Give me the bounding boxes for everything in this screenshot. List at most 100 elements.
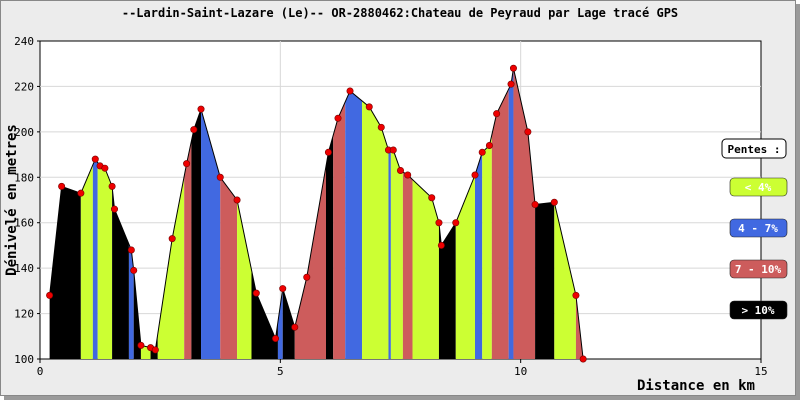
y-tick-label: 140	[14, 262, 34, 275]
gps-point	[303, 273, 311, 281]
slope-segment-gt10	[112, 186, 129, 359]
slope-segment-gt10	[191, 109, 202, 360]
slope-segment-gt10	[325, 135, 334, 359]
gps-point	[428, 194, 436, 202]
gps-point	[377, 123, 385, 131]
slope-segment-4to7	[277, 288, 283, 359]
slope-segment-gt10	[282, 288, 295, 359]
x-axis-label: Distance en km	[637, 378, 755, 394]
y-axis-label: Dénivelé en metres	[4, 124, 20, 276]
gps-point	[279, 285, 287, 293]
slope-segment-gt10	[535, 202, 555, 359]
gps-point	[365, 103, 373, 111]
slope-segment-4to7	[475, 152, 483, 359]
gps-point	[435, 219, 443, 227]
chart-title: --Lardin-Saint-Lazare (Le)-- OR-2880462:…	[122, 6, 678, 20]
legend-swatch	[729, 300, 788, 320]
legend-item-7to10: 7 - 10%	[729, 259, 788, 279]
gps-point	[137, 341, 145, 349]
gps-point	[252, 289, 260, 297]
y-tick-label: 220	[14, 80, 34, 93]
legend-item-4to7: 4 - 7%	[729, 218, 788, 238]
x-tick-label: 15	[754, 365, 767, 378]
gps-point	[485, 141, 493, 149]
gps-point	[127, 246, 135, 254]
slope-segment-gt10	[49, 186, 81, 359]
gps-point	[77, 189, 85, 197]
elevation-profile	[49, 68, 584, 360]
gps-points	[46, 64, 587, 363]
gps-point	[272, 335, 280, 343]
slope-segment-lt4	[97, 162, 113, 359]
slope-segment-lt4	[80, 164, 93, 359]
slope-segments	[49, 68, 584, 360]
slope-segment-7to10	[491, 89, 509, 359]
slope-segment-7to10	[513, 68, 536, 359]
slope-segment-7to10	[184, 140, 192, 359]
slope-segment-7to10	[333, 101, 346, 360]
gps-point	[437, 241, 445, 249]
legend-title: Pentes :	[728, 143, 781, 156]
gps-point	[233, 196, 241, 204]
y-tick-label: 180	[14, 171, 34, 184]
slope-segment-lt4	[412, 179, 439, 359]
slope-segment-lt4	[482, 134, 492, 359]
gps-point	[324, 148, 332, 156]
legend-swatch	[729, 259, 788, 279]
x-tick-label: 10	[514, 365, 527, 378]
gps-point	[151, 346, 159, 354]
gps-point	[471, 171, 479, 179]
slope-segment-lt4	[157, 176, 185, 359]
gps-point	[216, 173, 224, 181]
y-tick-label: 100	[14, 353, 34, 366]
gps-point	[108, 182, 116, 190]
gps-point	[130, 266, 138, 274]
gps-point	[291, 323, 299, 331]
x-tick-labels: 0 5 10 15	[37, 359, 768, 378]
gps-point	[346, 87, 354, 95]
legend-label: 4 - 7%	[738, 222, 778, 235]
legend-label: > 10%	[741, 304, 774, 317]
gps-point	[197, 105, 205, 113]
legend-swatch	[729, 177, 788, 197]
slope-segment-lt4	[390, 150, 403, 359]
slope-segment-7to10	[220, 177, 238, 359]
gps-point	[396, 166, 404, 174]
x-tick-label: 5	[277, 365, 284, 378]
gps-point	[531, 201, 539, 209]
legend-swatch	[729, 218, 788, 238]
gps-point	[46, 291, 54, 299]
y-tick-label: 240	[14, 35, 34, 48]
slope-segment-4to7	[508, 68, 514, 359]
slope-segment-lt4	[455, 175, 476, 359]
legend-label: < 4%	[745, 181, 772, 194]
gps-point	[452, 219, 460, 227]
gps-point	[334, 114, 342, 122]
slope-segment-gt10	[438, 222, 456, 359]
gps-point	[58, 182, 66, 190]
legend-label: 7 - 10%	[735, 263, 782, 276]
y-tick-label: 120	[14, 308, 34, 321]
profile-line	[49, 68, 584, 360]
x-tick-label: 0	[37, 365, 44, 378]
slope-segment-lt4	[362, 100, 389, 359]
y-tick-label: 160	[14, 217, 34, 230]
gps-point	[190, 126, 198, 134]
gps-point	[101, 164, 109, 172]
gps-point	[579, 355, 587, 363]
y-tick-labels: 100 120 140 160 180 200 220 240	[14, 35, 40, 366]
gps-point	[404, 171, 412, 179]
legend-title-box	[721, 138, 787, 159]
slope-segment-4to7	[388, 150, 391, 359]
slope-segment-7to10	[294, 166, 326, 359]
gps-point	[572, 291, 580, 299]
legend-item-lt4: < 4%	[729, 177, 788, 197]
gps-point	[91, 155, 99, 163]
slope-segment-lt4	[554, 202, 576, 359]
gps-point	[550, 198, 558, 206]
legend-item-gt10: > 10%	[729, 300, 788, 320]
gps-point	[509, 64, 517, 72]
gps-point	[478, 148, 486, 156]
slope-segment-4to7	[92, 159, 98, 359]
